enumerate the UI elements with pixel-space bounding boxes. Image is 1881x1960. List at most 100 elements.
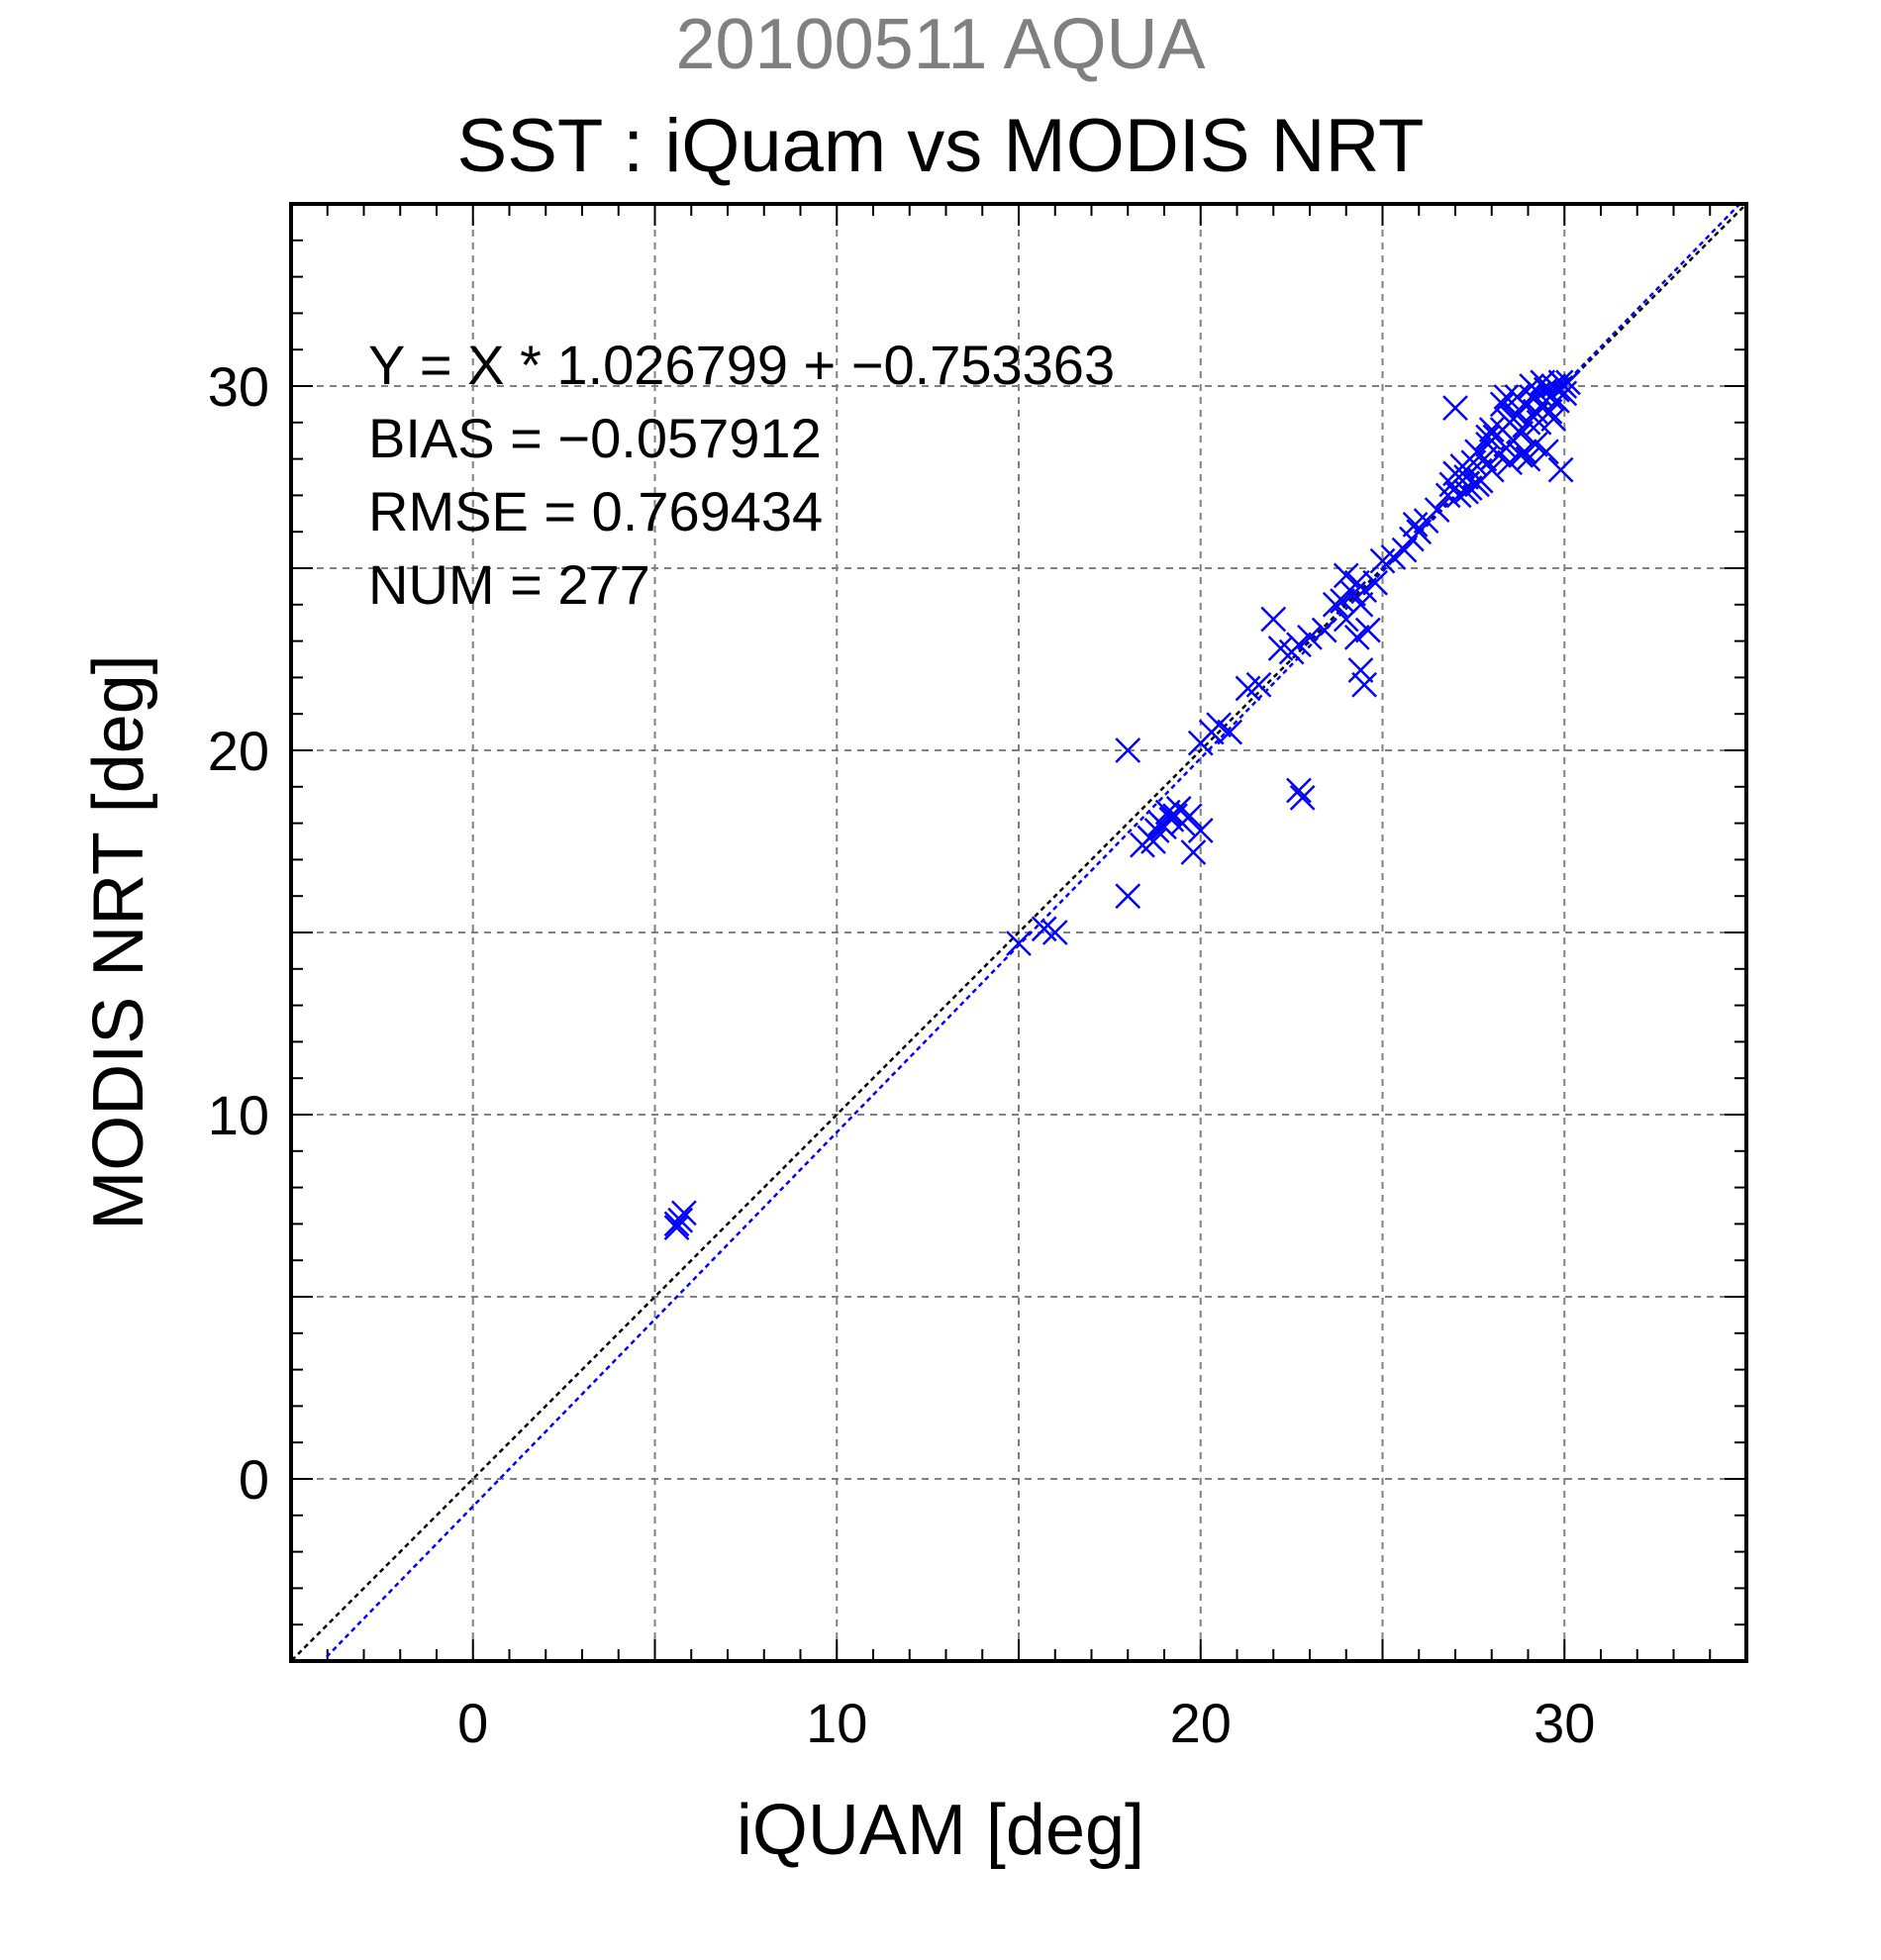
data-point <box>1544 376 1570 403</box>
marker-stroke <box>1362 569 1389 596</box>
marker-stroke <box>1544 376 1570 403</box>
data-point <box>1006 931 1032 956</box>
data-point <box>667 1207 694 1233</box>
data-point <box>1180 839 1207 865</box>
y-tick-label: 20 <box>208 720 269 782</box>
data-point <box>1464 471 1490 498</box>
data-point <box>1442 395 1468 421</box>
marker-stroke <box>1508 442 1534 468</box>
marker-stroke <box>1245 671 1272 698</box>
x-axis-label: iQUAM [deg] <box>736 1791 1145 1870</box>
marker-stroke <box>1497 449 1524 476</box>
marker-stroke <box>1471 445 1498 472</box>
data-point <box>1158 807 1185 833</box>
marker-stroke <box>1515 445 1541 472</box>
data-point <box>1489 391 1516 418</box>
regression-equation: Y = X * 1.026799 + −0.753363 <box>368 334 1116 396</box>
data-point <box>1536 398 1563 425</box>
count-stat: NUM = 277 <box>368 553 650 616</box>
data-point <box>1289 784 1316 811</box>
marker-stroke <box>1493 384 1520 410</box>
marker-stroke <box>1217 719 1243 745</box>
data-point <box>1500 406 1527 433</box>
marker-stroke <box>663 1215 690 1240</box>
marker-stroke <box>1206 712 1233 738</box>
marker-stroke <box>1547 456 1574 483</box>
marker-stroke <box>671 1200 697 1226</box>
marker-stroke <box>1351 577 1378 603</box>
x-tick-label: 20 <box>1170 1692 1232 1754</box>
marker-stroke <box>1536 398 1563 425</box>
marker-stroke <box>1442 395 1468 421</box>
data-point <box>1391 537 1418 563</box>
data-point <box>1362 569 1389 596</box>
data-point <box>1453 478 1479 505</box>
marker-stroke <box>1533 439 1559 465</box>
data-point <box>671 1200 697 1226</box>
y-tick-label: 10 <box>208 1084 269 1146</box>
x-tick-label: 10 <box>806 1692 867 1754</box>
bias-stat: BIAS = −0.057912 <box>368 407 822 469</box>
fit-line <box>321 204 1742 1661</box>
marker-stroke <box>1354 617 1381 643</box>
y-axis-label: MODIS NRT [deg] <box>79 654 158 1230</box>
marker-stroke <box>1406 519 1433 545</box>
marker-stroke <box>1351 671 1378 698</box>
data-point <box>1471 445 1498 472</box>
data-point <box>1260 606 1287 633</box>
data-point <box>1286 632 1312 658</box>
marker-stroke <box>1530 369 1556 396</box>
marker-stroke <box>1158 807 1185 833</box>
marker-stroke <box>1347 657 1374 683</box>
marker-stroke <box>1176 803 1203 830</box>
data-point <box>1497 449 1524 476</box>
marker-stroke <box>1031 916 1057 942</box>
data-point <box>1286 777 1312 804</box>
data-point <box>1354 617 1381 643</box>
marker-stroke <box>1333 562 1359 589</box>
data-point <box>1515 409 1541 436</box>
data-point <box>1165 795 1192 822</box>
data-point <box>663 1215 690 1240</box>
data-point <box>1493 384 1520 410</box>
data-point <box>1533 439 1559 465</box>
marker-stroke <box>1115 737 1141 763</box>
marker-stroke <box>1522 431 1548 457</box>
data-point <box>1322 591 1348 618</box>
plot-frame <box>289 202 1748 1663</box>
marker-stroke <box>667 1207 694 1233</box>
marker-stroke <box>1515 409 1541 436</box>
marker-stroke <box>1391 537 1418 563</box>
marker-stroke <box>1322 591 1348 618</box>
marker-stroke <box>1006 931 1032 956</box>
data-points <box>663 369 1581 1240</box>
data-point <box>1504 384 1531 410</box>
data-point <box>1551 380 1578 407</box>
marker-stroke <box>1311 617 1337 643</box>
data-point <box>1478 417 1505 443</box>
data-point <box>1347 591 1374 618</box>
data-point <box>1115 737 1141 763</box>
data-point <box>1245 671 1272 698</box>
marker-stroke <box>1500 406 1527 433</box>
data-point <box>1343 625 1370 650</box>
data-point <box>1347 657 1374 683</box>
y-tick-label: 30 <box>208 355 269 418</box>
marker-stroke <box>1140 829 1166 854</box>
marker-stroke <box>1267 636 1294 661</box>
data-point <box>1333 562 1359 589</box>
data-point <box>1424 497 1450 524</box>
marker-stroke <box>1165 795 1192 822</box>
reference-lines <box>291 204 1746 1661</box>
marker-stroke <box>1489 391 1516 418</box>
data-point <box>1187 818 1214 843</box>
marker-stroke <box>1180 839 1207 865</box>
marker-stroke <box>1478 417 1505 443</box>
data-point <box>1540 406 1567 433</box>
data-point <box>1351 577 1378 603</box>
x-tick-label: 30 <box>1534 1692 1595 1754</box>
marker-stroke <box>1347 591 1374 618</box>
marker-stroke <box>1551 380 1578 407</box>
data-point <box>1508 442 1534 468</box>
chart-supertitle: 20100511 AQUA <box>675 5 1206 84</box>
